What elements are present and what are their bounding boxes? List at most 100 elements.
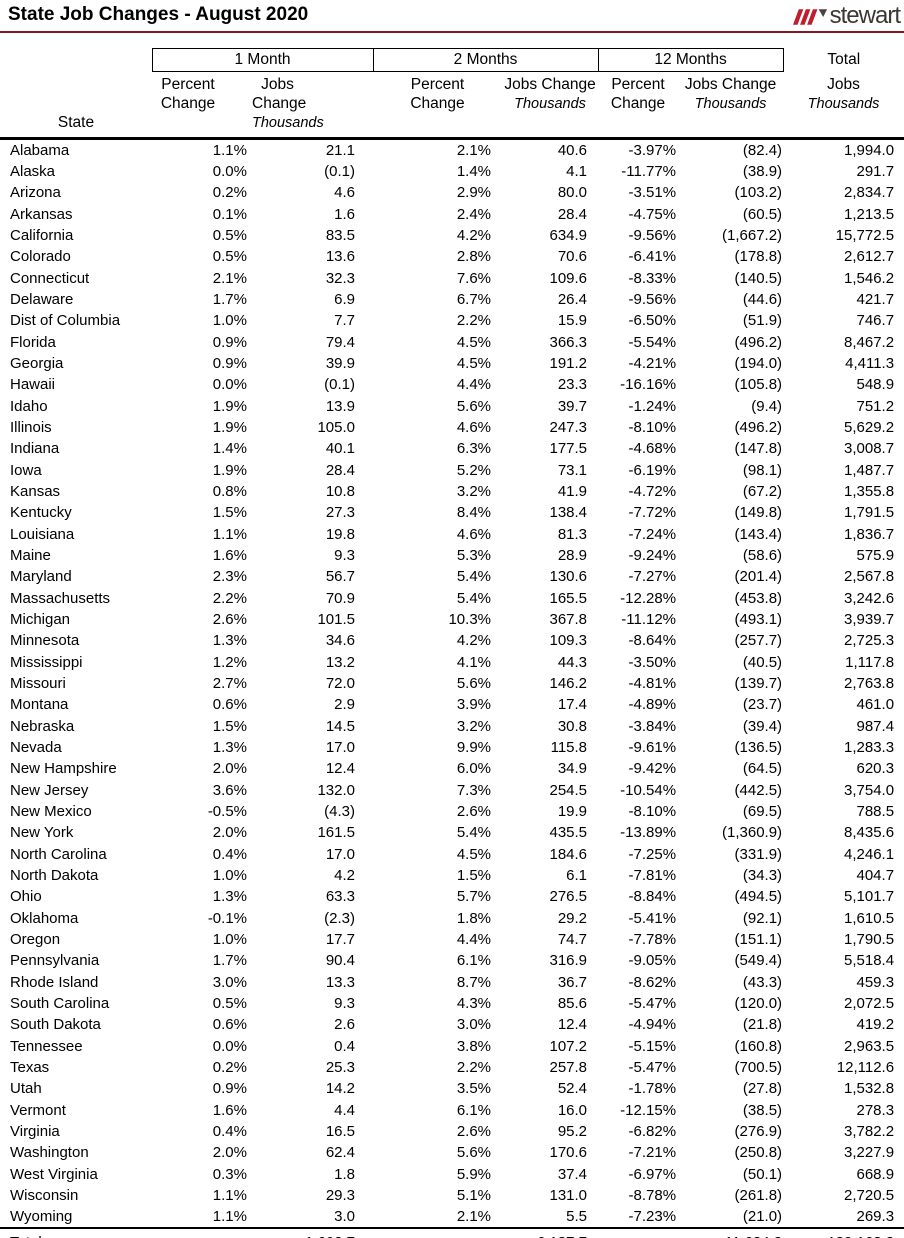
total-jobs: 2,834.7 [844, 184, 895, 202]
m2-jobs-change: 316.9 [549, 952, 588, 970]
m2-percent-change: 5.6% [456, 397, 492, 415]
m12-percent-change-header: Percent Change [598, 71, 679, 140]
total-jobs: 2,725.3 [844, 632, 895, 650]
state-name: Maryland [10, 568, 72, 586]
state-name: Alabama [10, 142, 70, 159]
state-name: Washington [10, 1144, 89, 1162]
m1-percent-change: 0.6% [212, 1016, 247, 1034]
table-row: North Carolina 0.4% 17.0 4.5% 184.6 -7.2… [0, 844, 904, 865]
m1-jobs-change: 27.3 [325, 504, 356, 522]
m2-percent-change: 4.4% [456, 930, 492, 948]
m12-jobs-change-header: Jobs Change Thousands [678, 71, 784, 140]
m2-percent-change: 4.6% [456, 419, 492, 437]
state-name: North Dakota [10, 866, 99, 884]
m12-percent-change: -6.50% [628, 312, 677, 330]
m1-jobs-change: 1.8 [334, 1165, 356, 1183]
m12-percent-change: -3.97% [628, 142, 677, 159]
state-name: Louisiana [10, 525, 75, 543]
m2-jobs-change: 26.4 [557, 291, 588, 309]
m12-percent-change: -8.64% [628, 632, 677, 650]
table-row: Maine 1.6% 9.3 5.3% 28.9 -9.24% (58.6) 5… [0, 545, 904, 566]
m12-jobs-change: (276.9) [734, 1122, 783, 1140]
m12-percent-change: -5.54% [628, 333, 677, 351]
m2-jobs-change: 41.9 [557, 483, 588, 501]
m12-jobs-change: (700.5) [734, 1058, 783, 1076]
table-row: South Carolina 0.5% 9.3 4.3% 85.6 -5.47%… [0, 993, 904, 1014]
m1-percent-change: 0.3% [212, 1165, 247, 1183]
m1-percent-change: 1.6% [212, 1101, 247, 1119]
m1-percent-change: 1.7% [212, 291, 247, 309]
m12-percent-change: -3.51% [628, 184, 677, 202]
m2-percent-change: 2.1% [456, 142, 492, 159]
m12-jobs-change: (549.4) [734, 952, 783, 970]
state-name: Indiana [10, 440, 60, 458]
group-header-row: 1 Month 2 Months 12 Months Total [0, 48, 904, 72]
table-row: California 0.5% 83.5 4.2% 634.9 -9.56% (… [0, 225, 904, 246]
m1-percent-change: 0.0% [212, 163, 247, 181]
m1-percent-change: 0.9% [212, 355, 247, 373]
m12-percent-change: -7.24% [628, 525, 677, 543]
m1-jobs-change: 1.6 [334, 205, 356, 223]
m12-jobs-change: (67.2) [742, 483, 783, 501]
total-jobs: 12,112.6 [836, 1058, 895, 1076]
table-row: Vermont 1.6% 4.4 6.1% 16.0 -12.15% (38.5… [0, 1099, 904, 1120]
table-row: South Dakota 0.6% 2.6 3.0% 12.4 -4.94% (… [0, 1014, 904, 1035]
m2-percent-change: 5.4% [456, 824, 492, 842]
total-jobs: 291.7 [856, 163, 895, 181]
m1-jobs-change: 39.9 [325, 355, 356, 373]
m12-jobs-change: (442.5) [734, 781, 783, 799]
m12-percent-change: -7.21% [628, 1144, 677, 1162]
m2-jobs-change: 44.3 [557, 653, 588, 671]
state-name: Nebraska [10, 717, 75, 735]
m1-percent-change: 2.0% [212, 1144, 247, 1162]
table-row: Dist of Columbia 1.0% 7.7 2.2% 15.9 -6.5… [0, 310, 904, 331]
table-row: Ohio 1.3% 63.3 5.7% 276.5 -8.84% (494.5)… [0, 886, 904, 907]
state-name: Michigan [10, 611, 71, 629]
total-jobs: 269.3 [856, 1208, 895, 1226]
total-jobs: 3,754.0 [844, 781, 895, 799]
total-jobs: 987.4 [856, 717, 895, 735]
total-jobs: 1,532.8 [844, 1080, 895, 1098]
stewart-logo-text: stewart [829, 2, 901, 29]
m1-jobs-change: 6.9 [334, 291, 356, 309]
m1-percent-change: 1.3% [212, 739, 247, 757]
m2-percent-change-header: Percent Change [373, 71, 503, 140]
report-header: State Job Changes - August 2020 stewart [0, 0, 904, 33]
total-jobs: 4,246.1 [844, 845, 895, 863]
total-row-label: Total [0, 1227, 152, 1238]
table-row: Illinois 1.9% 105.0 4.6% 247.3 -8.10% (4… [0, 417, 904, 438]
m12-percent-change: -4.21% [628, 355, 677, 373]
m2-jobs-change: 109.6 [549, 269, 588, 287]
m1-jobs-change: 9.3 [334, 994, 356, 1012]
m2-percent-change: 5.4% [456, 568, 492, 586]
total-jobs: 421.7 [856, 291, 895, 309]
m1-percent-change: 0.9% [212, 333, 247, 351]
m2-jobs-change: 39.7 [557, 397, 588, 415]
total-jobs: 8,435.6 [844, 824, 895, 842]
table-row: New York 2.0% 161.5 5.4% 435.5 -13.89% (… [0, 822, 904, 843]
m1-jobs-change: 105.0 [317, 419, 356, 437]
m1-percent-change: 1.1% [212, 1208, 247, 1226]
group-header-12-months: 12 Months [597, 48, 784, 72]
m1-percent-change: 2.2% [212, 589, 247, 607]
m1-jobs-change: 161.5 [317, 824, 356, 842]
table-row: Wisconsin 1.1% 29.3 5.1% 131.0 -8.78% (2… [0, 1185, 904, 1206]
m2-percent-change: 5.6% [456, 1144, 492, 1162]
state-name: Delaware [10, 291, 74, 309]
state-name: Florida [10, 333, 56, 351]
table-row: Georgia 0.9% 39.9 4.5% 191.2 -4.21% (194… [0, 353, 904, 374]
total-jobs: 5,518.4 [844, 952, 895, 970]
m1-percent-change: 1.5% [212, 717, 247, 735]
m1-percent-change: 1.7% [212, 952, 247, 970]
m2-percent-change: 4.5% [456, 845, 492, 863]
m12-jobs-change: (496.2) [734, 419, 783, 437]
state-name: Texas [10, 1058, 50, 1076]
table-row: West Virginia 0.3% 1.8 5.9% 37.4 -6.97% … [0, 1163, 904, 1184]
total-jobs: 3,782.2 [844, 1122, 895, 1140]
m1-percent-change: 1.9% [212, 461, 247, 479]
m12-jobs-change: (136.5) [734, 739, 783, 757]
m12-jobs-change: (69.5) [742, 803, 783, 820]
m12-percent-change: -5.47% [628, 994, 677, 1012]
m12-jobs-change: (27.8) [742, 1080, 783, 1098]
m2-jobs-change: 276.5 [549, 888, 588, 906]
